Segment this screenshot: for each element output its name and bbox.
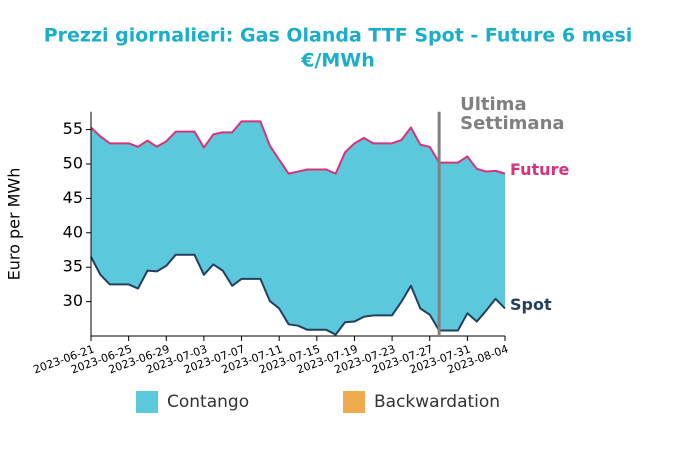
chart-title: Prezzi giornalieri: Gas Olanda TTF Spot …: [44, 25, 633, 47]
y-tick-label: 40: [63, 222, 83, 241]
y-tick-label: 35: [63, 257, 83, 276]
annotation-text: Ultima: [460, 94, 526, 115]
series-end-label: Future: [510, 160, 569, 179]
contango-area: [91, 121, 505, 335]
annotation-text: Settimana: [460, 113, 564, 134]
legend-swatch: [343, 391, 365, 413]
series-line: [90, 253, 506, 336]
y-tick-label: 45: [63, 188, 83, 207]
chart-subtitle: €/MWh: [300, 50, 375, 72]
legend-label: Backwardation: [374, 392, 500, 412]
series-line: [90, 120, 506, 175]
y-axis-label: Euro per MWh: [5, 168, 24, 281]
y-tick-label: 55: [63, 119, 83, 138]
legend-label: Contango: [167, 392, 249, 412]
y-tick-label: 50: [63, 153, 83, 172]
series-end-label: Spot: [510, 295, 552, 314]
y-tick-label: 30: [63, 291, 83, 310]
legend-swatch: [136, 391, 158, 413]
